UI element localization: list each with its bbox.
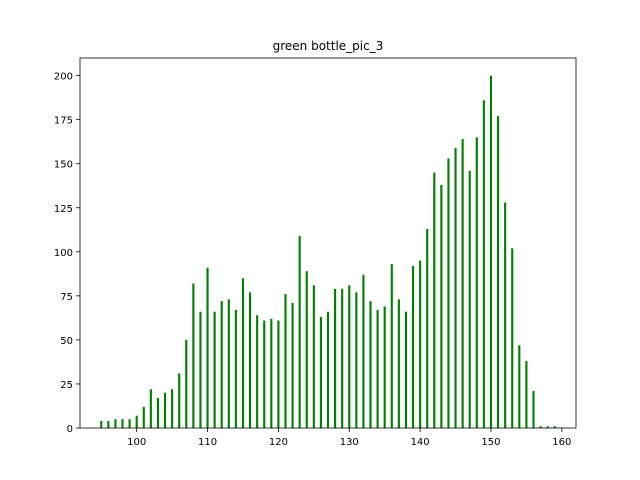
y-tick-label-75: 75 [60,292,73,303]
bar-134 [376,309,379,428]
bar-102 [149,389,152,428]
bar-145 [454,147,457,429]
bar-109 [199,311,202,428]
x-tick-label-150: 150 [481,437,500,448]
bar-146 [461,139,464,429]
bar-136 [390,264,393,428]
y-axis: 0 25 50 75 100 125 150 175 200 [54,72,80,435]
bar-153 [511,248,514,428]
bar-151 [496,116,500,428]
chart-title: green bottle_pic_3 [273,39,384,53]
bar-122 [291,302,294,428]
y-tick-label-150: 150 [54,160,73,171]
bar-141 [426,228,429,428]
bar-150 [489,75,493,429]
x-tick-label-140: 140 [411,437,430,448]
x-tick-label-120: 120 [269,437,288,448]
bar-104 [163,392,167,428]
bars-group [100,75,556,429]
bar-97 [114,419,117,428]
bar-106 [178,373,181,428]
bar-115 [241,278,245,428]
bar-112 [220,301,223,428]
bar-120 [277,320,280,428]
bar-110 [206,267,209,428]
bar-101 [142,406,145,428]
bar-111 [213,311,216,428]
bar-159 [553,426,556,428]
x-tick-label-130: 130 [340,437,359,448]
bar-126 [319,317,322,428]
bar-139 [411,265,415,428]
bar-135 [383,306,386,428]
bar-129 [341,288,344,428]
x-tick-label-160: 160 [552,437,571,448]
bar-105 [171,389,174,428]
x-axis: 100 110 120 130 140 150 160 [127,428,571,448]
bar-154 [518,345,521,428]
bar-147 [468,170,471,428]
y-tick-label-200: 200 [54,72,73,83]
bar-144 [447,158,450,428]
x-tick-label-110: 110 [198,437,217,448]
bar-117 [256,315,259,428]
bar-128 [334,288,337,428]
bar-156 [532,391,535,428]
bar-116 [248,292,252,428]
bar-96 [107,420,110,428]
bar-103 [156,398,160,428]
bar-114 [234,309,237,428]
bar-132 [362,274,365,428]
bar-152 [504,202,507,428]
y-tick-label-0: 0 [67,424,73,435]
y-tick-label-100: 100 [54,248,73,259]
bar-143 [440,184,443,428]
bar-130 [348,285,351,428]
bar-133 [369,301,372,428]
bar-119 [270,318,273,428]
bar-137 [397,299,400,428]
bar-100 [135,415,138,428]
bar-142 [433,172,436,428]
bar-148 [475,137,478,429]
bar-113 [227,299,230,428]
bar-108 [192,283,195,428]
bar-155 [525,361,528,428]
bar-157 [539,426,542,428]
y-tick-label-25: 25 [60,380,73,391]
x-tick-label-100: 100 [127,437,146,448]
bar-123 [298,235,301,428]
bar-95 [100,420,103,428]
bar-158 [546,426,549,428]
plot-frame [79,57,577,429]
bar-98 [121,419,124,428]
bar-107 [185,339,188,428]
bar-125 [312,285,315,428]
bar-138 [404,311,408,428]
bar-140 [419,260,422,428]
bar-149 [482,100,485,428]
bar-118 [263,320,266,428]
y-tick-label-175: 175 [54,116,73,127]
bar-99 [128,419,131,428]
bar-124 [305,271,308,428]
y-tick-label-50: 50 [60,336,73,347]
bar-121 [284,294,287,428]
bar-131 [355,292,358,428]
bar-127 [326,311,330,428]
y-tick-label-125: 125 [54,204,73,215]
